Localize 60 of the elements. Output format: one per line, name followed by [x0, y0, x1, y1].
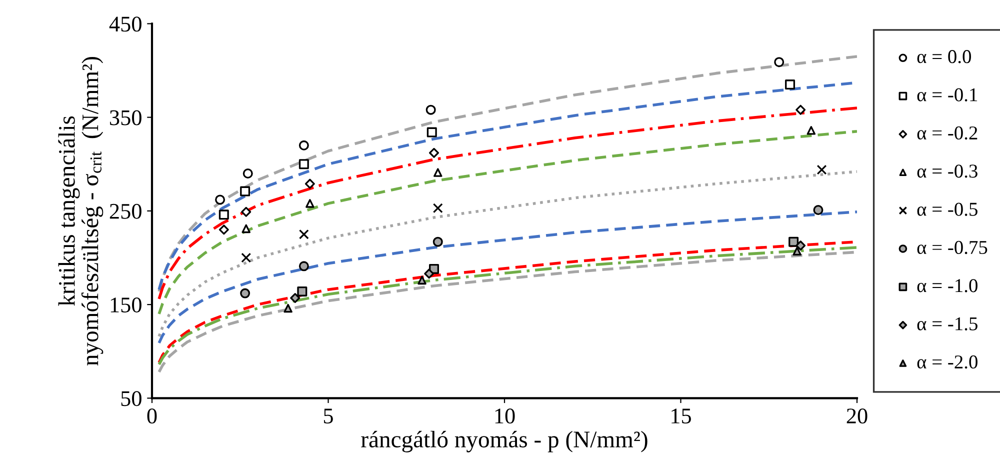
y-tick-label: 450 [109, 16, 142, 32]
y-tick-label: 150 [110, 297, 142, 312]
legend-label: α = -0.5 [917, 202, 978, 216]
point [774, 57, 784, 68]
point [298, 229, 309, 240]
y-tick-label: 250 [110, 204, 142, 219]
point [432, 236, 443, 247]
point [298, 261, 309, 272]
point [796, 104, 806, 115]
point [432, 203, 443, 214]
point [241, 252, 252, 263]
point [240, 186, 250, 196]
x-tick-label: 15 [672, 408, 691, 424]
legend-label: α = -2.0 [917, 355, 978, 369]
point [218, 224, 229, 235]
point [788, 236, 799, 247]
point [298, 159, 309, 170]
point [796, 240, 806, 251]
y-tick-label: 50 [121, 391, 142, 406]
legend-label: α = -1.5 [917, 317, 978, 330]
point [424, 268, 434, 279]
y-axis-title: kritikus tangenciális nyomófeszültség - σ$_{crit}$ (N/mm²) [58, 56, 104, 366]
legend-label: α = -1.0 [917, 279, 978, 292]
point [816, 164, 827, 175]
legend-label: α = -0.2 [917, 126, 978, 140]
point [813, 204, 824, 215]
legend-label: α = -0.3 [917, 164, 978, 178]
point [242, 168, 253, 178]
legend-label: α = -0.1 [917, 88, 978, 102]
x-tick-label: 0 [147, 408, 157, 424]
line-series [158, 130, 857, 316]
point [297, 286, 308, 296]
point [218, 210, 229, 220]
point [418, 276, 426, 285]
x-tick-label: 5 [324, 408, 333, 424]
x-axis-title: ráncgátló nyomás - p (N/mm²) [361, 430, 648, 452]
point [792, 246, 802, 256]
point [426, 104, 436, 115]
legend-label: α = 0.0 [917, 50, 971, 64]
point [306, 199, 314, 208]
point [434, 168, 442, 177]
legend-label: α = -0.75 [917, 240, 988, 254]
point [290, 292, 300, 303]
point [298, 140, 309, 150]
x-tick-label: 10 [495, 408, 515, 424]
point [284, 304, 292, 313]
point [242, 224, 250, 234]
point [240, 288, 250, 298]
x-tick-label: 20 [846, 408, 868, 424]
line-series [158, 170, 857, 338]
y-tick-label: 350 [110, 110, 142, 126]
line-series [158, 106, 857, 300]
point [806, 126, 816, 135]
point [241, 206, 252, 217]
point [785, 80, 796, 90]
point [304, 178, 315, 189]
line-series [158, 210, 857, 344]
point [215, 194, 226, 205]
point [429, 148, 439, 158]
point [426, 127, 437, 138]
